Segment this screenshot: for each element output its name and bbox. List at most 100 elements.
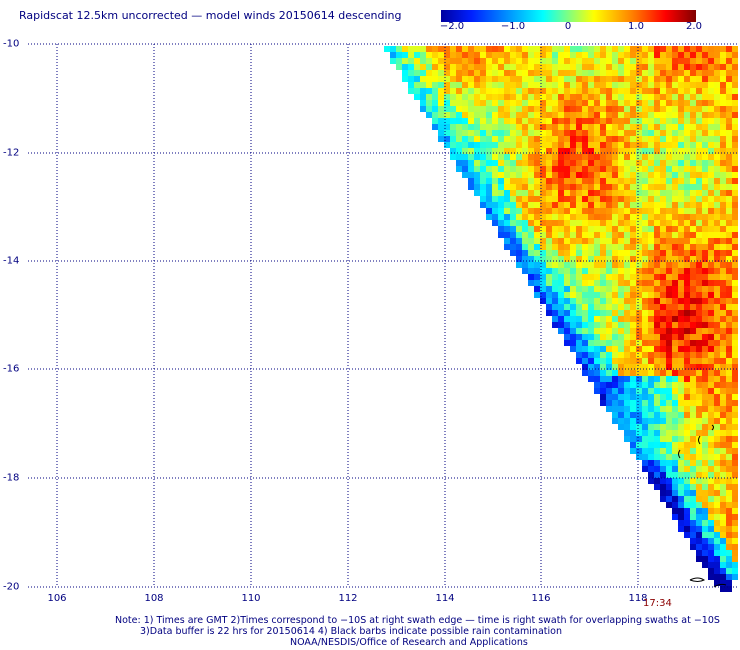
swath-cell [558,178,564,184]
swath-cell [630,142,636,148]
swath-cell [702,520,708,526]
swath-cell [696,76,702,82]
swath-cell [588,376,594,382]
swath-cell [672,124,678,130]
swath-cell [720,532,726,538]
swath-cell [666,472,672,478]
swath-cell [630,124,636,130]
swath-cell [660,118,666,124]
swath-cell [492,64,498,70]
swath-cell [690,484,696,490]
swath-cell [528,274,534,280]
swath-cell [684,334,690,340]
swath-cell [642,202,648,208]
swath-cell [480,202,486,208]
swath-cell [558,136,564,142]
swath-cell [648,142,654,148]
swath-cell [498,82,504,88]
swath-cell [486,70,492,76]
swath-cell [714,304,720,310]
swath-cell [720,574,726,580]
swath-cell [666,274,672,280]
swath-cell [420,76,426,82]
swath-cell [666,490,672,496]
swath-cell [720,436,726,442]
swath-cell [516,214,522,220]
swath-cell [582,298,588,304]
swath-cell [534,232,540,238]
swath-cell [642,328,648,334]
swath-cell [720,238,726,244]
swath-cell [666,346,672,352]
swath-cell [630,328,636,334]
swath-cell [660,340,666,346]
swath-cell [600,124,606,130]
swath-cell [654,424,660,430]
swath-cell [456,118,462,124]
swath-cell [648,280,654,286]
swath-cell [564,238,570,244]
swath-cell [516,70,522,76]
swath-cell [504,106,510,112]
swath-cell [648,334,654,340]
swath-cell [498,94,504,100]
swath-cell [402,46,408,52]
swath-cell [654,310,660,316]
swath-cell [558,46,564,52]
swath-cell [600,76,606,82]
swath-cell [552,310,558,316]
swath-cell [708,406,714,412]
swath-cell [474,64,480,70]
swath-cell [660,160,666,166]
swath-cell [498,130,504,136]
swath-cell [654,394,660,400]
swath-cell [714,412,720,418]
swath-cell [702,94,708,100]
swath-cell [714,178,720,184]
swath-cell [666,406,672,412]
swath-cell [570,184,576,190]
swath-cell [726,400,732,406]
swath-cell [492,220,498,226]
swath-cell [432,52,438,58]
swath-cell [624,298,630,304]
swath-cell [582,262,588,268]
swath-cell [582,52,588,58]
swath-cell [660,364,666,370]
swath-cell [504,64,510,70]
swath-cell [540,70,546,76]
swath-cell [510,160,516,166]
swath-cell [732,334,738,340]
swath-cell [606,76,612,82]
swath-cell [732,112,738,118]
swath-cell [582,112,588,118]
swath-cell [636,88,642,94]
swath-cell [534,46,540,52]
swath-cell [636,376,642,382]
swath-cell [552,112,558,118]
swath-cell [420,106,426,112]
swath-cell [732,340,738,346]
swath-cell [732,430,738,436]
swath-cell [696,178,702,184]
swath-cell [720,94,726,100]
swath-cell [534,190,540,196]
swath-cell [510,148,516,154]
swath-cell [684,172,690,178]
swath-cell [642,340,648,346]
swath-cell [714,286,720,292]
swath-cell [702,322,708,328]
swath-cell [708,472,714,478]
swath-cell [594,166,600,172]
swath-cell [654,298,660,304]
swath-cell [408,58,414,64]
swath-cell [678,418,684,424]
swath-cell [672,52,678,58]
swath-cell [558,274,564,280]
swath-cell [624,292,630,298]
swath-cell [594,82,600,88]
swath-cell [708,286,714,292]
swath-cell [696,394,702,400]
swath-cell [576,250,582,256]
swath-cell [612,226,618,232]
